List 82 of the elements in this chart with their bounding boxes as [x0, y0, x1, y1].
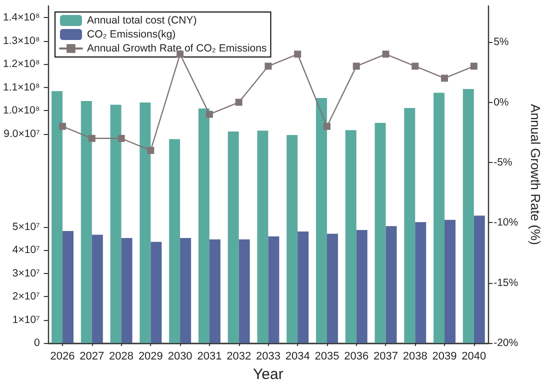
- point: [264, 62, 272, 70]
- point: [118, 134, 125, 142]
- y-tick-label: 1.3×10⁸: [2, 34, 40, 47]
- x-tick-label: 2037: [374, 350, 398, 362]
- point: [323, 122, 330, 130]
- x-axis-title: Year: [253, 366, 284, 383]
- x-tick-label: 2029: [138, 350, 163, 362]
- bar: [228, 132, 239, 343]
- point: [441, 74, 448, 82]
- bar: [374, 122, 386, 343]
- x-tick-label: 2028: [109, 350, 134, 362]
- bar: [110, 104, 122, 343]
- point: [470, 62, 478, 70]
- y-tick-label: 1.2×10⁸: [2, 58, 40, 70]
- x-tick-label: 2036: [344, 350, 369, 362]
- bar: [180, 238, 192, 343]
- bar: [121, 238, 132, 343]
- y2-axis-title: Annual Growth Rate (%): [528, 104, 543, 245]
- bar: [62, 230, 74, 343]
- bar: [80, 101, 92, 343]
- bar: [238, 239, 250, 343]
- y-tick-label: 5×10⁷: [12, 220, 40, 233]
- bar: [140, 102, 151, 343]
- y-tick-label: 9.0×10⁷: [4, 128, 40, 140]
- x-tick-label: 2039: [432, 350, 457, 362]
- bar: [209, 239, 220, 343]
- bar: [474, 216, 485, 343]
- y-tick-label: 0: [34, 337, 40, 349]
- y-tick-label: 1.1×10⁸: [2, 81, 40, 94]
- bar: [345, 130, 356, 343]
- bar: [92, 234, 103, 343]
- x-tick-label: 2034: [285, 350, 310, 362]
- point: [235, 98, 242, 106]
- x-tick-label: 2032: [226, 350, 252, 362]
- y-tick-label: 1.4×10⁸: [2, 12, 40, 24]
- point: [412, 62, 419, 70]
- y2-tick-label: -5%: [494, 156, 512, 168]
- bar: [462, 88, 474, 343]
- x-tick-label: 2038: [402, 350, 428, 362]
- y-tick-label: 1.0×10⁸: [2, 104, 40, 117]
- x-tick-label: 2035: [314, 350, 340, 362]
- y-tick-label: 4×10⁷: [12, 244, 40, 256]
- bar: [286, 134, 298, 343]
- y2-tick-label: -15%: [494, 276, 518, 289]
- bar: [150, 242, 162, 343]
- y-tick-label: 3×10⁷: [12, 267, 40, 280]
- y-tick-label: 2×10⁷: [12, 290, 40, 303]
- x-tick-label: 2040: [462, 350, 486, 362]
- legend-label: CO₂ Emissions(kg): [87, 28, 176, 40]
- bar: [257, 130, 268, 343]
- y2-tick-label: 5%: [494, 36, 509, 48]
- bar: [386, 226, 397, 343]
- legend-label: Annual Growth Rate of CO₂ Emissions: [87, 42, 267, 54]
- point: [206, 110, 213, 118]
- x-tick-label: 2033: [256, 350, 280, 362]
- y2-tick-label: 0%: [494, 96, 509, 108]
- point: [59, 122, 66, 130]
- y-tick-label: 1×10⁷: [12, 314, 40, 326]
- bar: [444, 220, 456, 343]
- x-tick-label: 2030: [168, 350, 192, 362]
- bar: [404, 108, 416, 343]
- bar: [356, 230, 368, 343]
- bar: [434, 92, 445, 343]
- bar: [52, 91, 63, 343]
- x-tick-label: 2027: [80, 350, 104, 362]
- bar: [198, 108, 210, 343]
- bar: [316, 98, 327, 343]
- bar: [298, 231, 309, 343]
- bar: [169, 139, 180, 343]
- point: [294, 50, 302, 58]
- x-tick-label: 2031: [197, 350, 222, 362]
- point: [147, 146, 154, 154]
- x-tick-label: 2026: [50, 350, 75, 362]
- point: [88, 134, 96, 142]
- bar: [326, 234, 338, 343]
- y2-tick-label: -10%: [494, 216, 518, 229]
- bar: [268, 236, 280, 343]
- y2-tick-label: -20%: [494, 337, 518, 349]
- legend-label: Annual total cost (CNY): [87, 14, 197, 26]
- point: [352, 62, 360, 70]
- point: [382, 50, 390, 58]
- bar: [415, 222, 426, 343]
